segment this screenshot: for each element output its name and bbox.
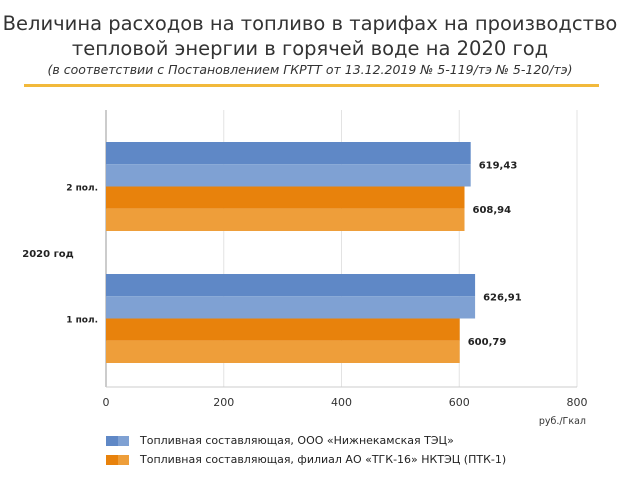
legend-item-series-2: Топливная составляющая, филиал АО «ТГК-1… — [106, 453, 506, 466]
x-axis-title: руб./Гкал — [539, 416, 586, 427]
legend-swatch — [106, 435, 129, 446]
bar-1-1-upper — [106, 142, 471, 165]
bar-1-2-upper — [106, 274, 476, 297]
legend-item-series-1: Топливная составляющая, ООО «Нижнекамска… — [106, 434, 454, 447]
legend-label: Топливная составляющая, филиал АО «ТГК-1… — [140, 453, 507, 466]
bar-1-1-lower — [106, 164, 471, 187]
x-tick-label: 0 — [103, 396, 110, 409]
bar-2-1-upper — [106, 186, 465, 209]
x-tick-label: 800 — [567, 396, 588, 409]
bar-2-2-lower — [106, 340, 460, 363]
category-label: 2 пол. — [66, 184, 98, 194]
bar-1-2-lower — [106, 296, 476, 319]
chart-title-line1: Величина расходов на топливо в тарифах н… — [2, 12, 618, 35]
bar-2-2-upper — [106, 318, 460, 341]
data-label: 619,43 — [479, 160, 518, 171]
chart-title-line2: тепловой энергии в горячей воде на 2020 … — [71, 37, 549, 60]
data-label: 600,79 — [468, 337, 507, 348]
x-tick-label: 400 — [331, 396, 352, 409]
title-divider — [24, 84, 599, 87]
x-tick-label: 200 — [213, 396, 234, 409]
data-label: 626,91 — [483, 292, 522, 303]
x-tick-label: 600 — [449, 396, 470, 409]
group-label: 2020 год — [22, 249, 73, 260]
legend-swatch — [106, 454, 129, 465]
chart-subtitle: (в соответствии с Постановлением ГКРТТ о… — [47, 62, 573, 77]
data-label: 608,94 — [473, 205, 512, 216]
bar-2-1-lower — [106, 208, 465, 231]
legend-label: Топливная составляющая, ООО «Нижнекамска… — [140, 434, 454, 447]
category-label: 1 пол. — [66, 316, 98, 326]
